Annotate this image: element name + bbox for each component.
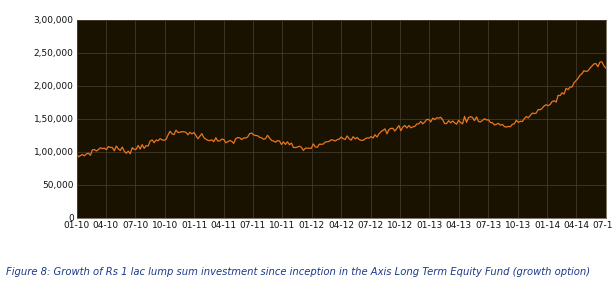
- Text: Figure 8: Growth of Rs 1 lac lump sum investment since inception in the Axis Lon: Figure 8: Growth of Rs 1 lac lump sum in…: [6, 267, 590, 277]
